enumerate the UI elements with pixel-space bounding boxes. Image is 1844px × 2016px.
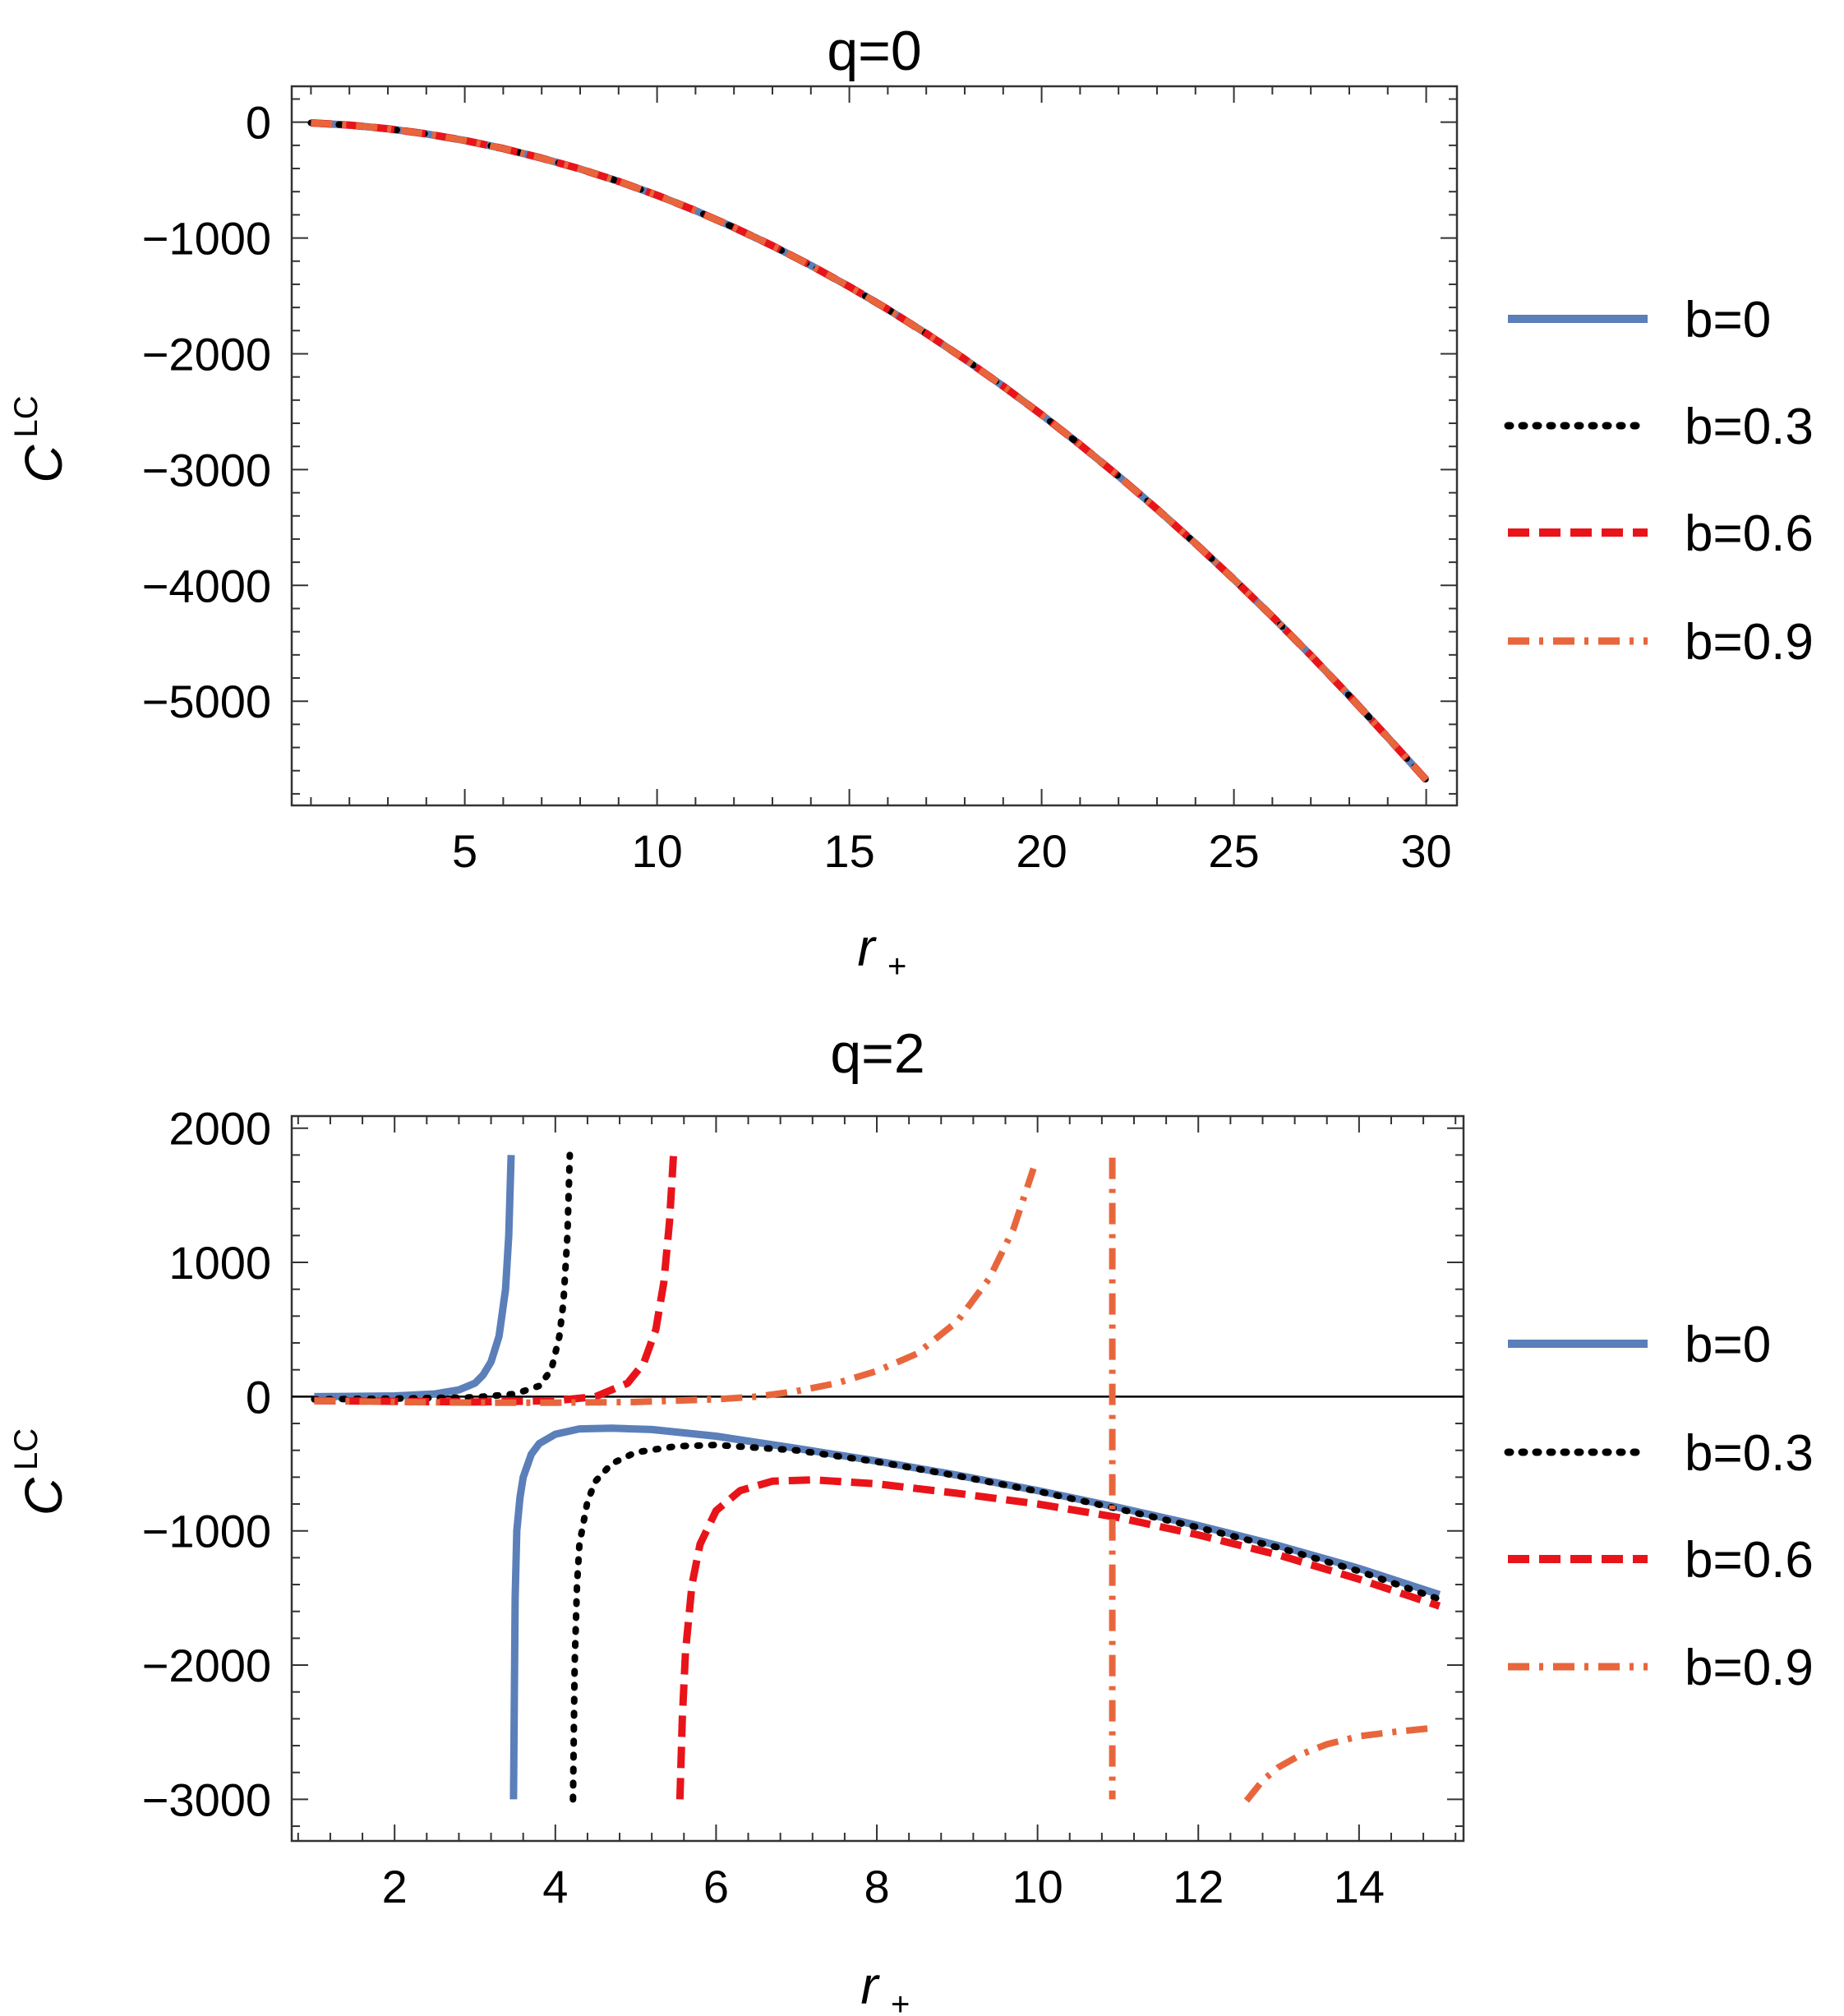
x-tick-label: 12 xyxy=(1173,1861,1224,1912)
x-tick-label: 30 xyxy=(1400,825,1451,877)
y-tick-label: −4000 xyxy=(142,560,271,611)
legend-label: b=0.3 xyxy=(1685,399,1814,455)
y-tick-label: 0 xyxy=(246,1371,271,1423)
legend-label: b=0 xyxy=(1685,1317,1771,1373)
x-tick-label: 20 xyxy=(1016,825,1067,877)
chart-title: q=0 xyxy=(827,20,921,82)
y-tick-label: 2000 xyxy=(168,1103,271,1155)
series-line-b03-seg1 xyxy=(569,1442,1443,1803)
y-axis-label-superscript: LC xyxy=(8,395,44,437)
x-tick-label: 5 xyxy=(452,825,477,877)
chart-panel-q0: q=0 5 10 15 20 25 30 0 −1000 −2000 −3000 −4000 −5000… xyxy=(8,20,1814,985)
series-line-b09-seg0 xyxy=(311,119,1429,782)
x-tick-label: 10 xyxy=(1012,1861,1063,1912)
x-tick-label: 4 xyxy=(542,1861,568,1912)
y-tick-label: −2000 xyxy=(142,1640,271,1691)
y-tick-label: 0 xyxy=(246,97,271,149)
x-tick-label: 10 xyxy=(631,825,682,877)
series-line-b0-seg1 xyxy=(509,1424,1441,1800)
y-axis-label-superscript: LC xyxy=(8,1428,44,1470)
x-tick-label: 25 xyxy=(1208,825,1259,877)
series-line-b03-seg0 xyxy=(311,1151,574,1403)
y-axis-label-group: C LC xyxy=(8,395,73,482)
y-tick-label: 1000 xyxy=(168,1237,271,1289)
y-tick-label: −3000 xyxy=(142,1774,271,1825)
legend-label: b=0.3 xyxy=(1685,1425,1814,1482)
x-axis-label-subscript: + xyxy=(891,1986,910,2016)
legend-label: b=0.9 xyxy=(1685,614,1814,671)
legend-label: b=0 xyxy=(1685,292,1771,348)
y-tick-label: −1000 xyxy=(142,1506,271,1557)
legend-label: b=0.6 xyxy=(1685,505,1814,562)
series-line-b06-seg0 xyxy=(314,1155,678,1406)
x-tick-label: 2 xyxy=(382,1861,408,1912)
y-tick-label: −5000 xyxy=(142,676,271,727)
y-axis-label-group: C LC xyxy=(8,1428,73,1515)
y-tick-label: −3000 xyxy=(142,444,271,496)
x-tick-label: 6 xyxy=(703,1861,729,1912)
y-tick-label: −1000 xyxy=(142,213,271,265)
chart-title: q=2 xyxy=(830,1022,924,1085)
x-tick-label: 15 xyxy=(823,825,874,877)
y-tick-label: −2000 xyxy=(142,328,271,380)
chart-panel-q2: q=2 2 4 6 8 10 12 14 2000 1000 0 −1000 −2000 −3000 b=0… xyxy=(8,1022,1814,2016)
y-axis-label: C xyxy=(14,445,73,483)
x-axis-label-subscript: + xyxy=(887,948,906,985)
x-axis-label: r xyxy=(857,918,877,977)
series-line-b09-seg0 xyxy=(314,1167,1037,1406)
x-tick-label: 8 xyxy=(864,1861,889,1912)
y-axis-label: C xyxy=(14,1477,73,1515)
legend-label: b=0.6 xyxy=(1685,1532,1814,1589)
x-axis-label: r xyxy=(860,1956,880,2015)
legend-label: b=0.9 xyxy=(1685,1640,1814,1696)
x-tick-label: 14 xyxy=(1334,1861,1385,1912)
series-line-b06-seg1 xyxy=(675,1476,1441,1800)
